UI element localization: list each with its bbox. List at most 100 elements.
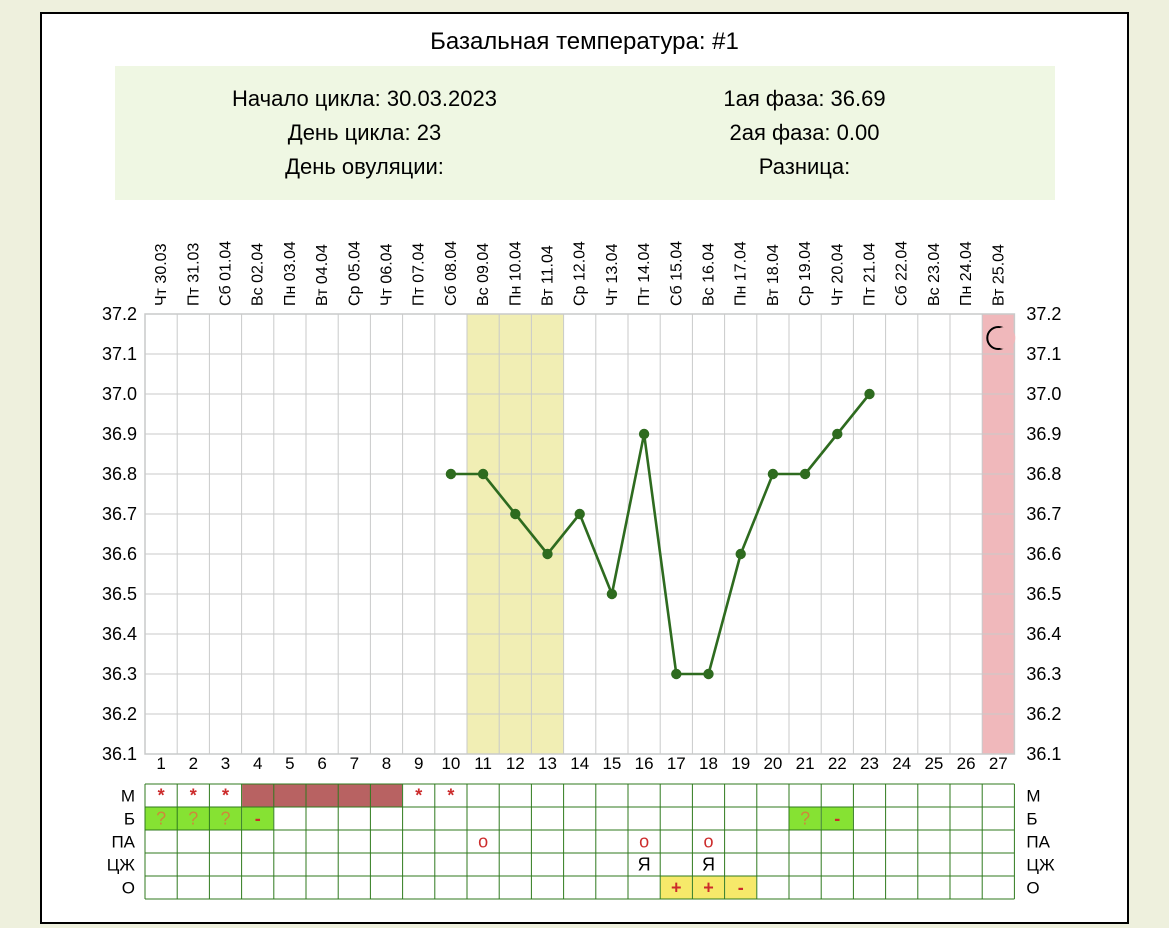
svg-text:?: ?	[156, 809, 166, 829]
svg-text:13: 13	[538, 754, 557, 773]
svg-text:36.9: 36.9	[1026, 424, 1061, 444]
info-diff: Разница:	[585, 150, 1025, 184]
svg-text:Б: Б	[123, 810, 134, 829]
svg-text:2: 2	[188, 754, 197, 773]
svg-text:o: o	[639, 832, 649, 852]
svg-text:Пн 24.04: Пн 24.04	[958, 241, 975, 306]
svg-text:37.1: 37.1	[1026, 344, 1061, 364]
svg-text:37.0: 37.0	[1026, 384, 1061, 404]
svg-text:36.5: 36.5	[101, 584, 136, 604]
svg-text:8: 8	[381, 754, 390, 773]
svg-text:36.3: 36.3	[101, 664, 136, 684]
svg-text:36.8: 36.8	[101, 464, 136, 484]
svg-text:Сб 22.04: Сб 22.04	[893, 241, 910, 306]
svg-text:Чт 06.04: Чт 06.04	[378, 244, 395, 307]
svg-text:ЦЖ: ЦЖ	[106, 856, 135, 875]
svg-text:9: 9	[413, 754, 422, 773]
svg-text:Пт 21.04: Пт 21.04	[861, 243, 878, 306]
bbt-chart-svg: 37.2 37.1 37.0 36.9 36.8 36.7 36.6 36.5 36.4 36.3…	[75, 214, 1095, 914]
svg-text:О: О	[1026, 879, 1039, 898]
svg-text:17: 17	[666, 754, 685, 773]
svg-text:?: ?	[220, 809, 230, 829]
svg-text:1: 1	[156, 754, 165, 773]
svg-text:*: *	[447, 786, 454, 806]
svg-text:18: 18	[699, 754, 718, 773]
svg-text:23: 23	[860, 754, 879, 773]
svg-text:-: -	[737, 878, 743, 898]
svg-text:-: -	[254, 809, 260, 829]
chart-title: Базальная температура: #1	[60, 28, 1109, 56]
svg-text:6: 6	[317, 754, 326, 773]
info-cycle-start: Начало цикла: 30.03.2023	[145, 82, 585, 116]
info-phase2: 2ая фаза: 0.00	[585, 116, 1025, 150]
svg-text:37.0: 37.0	[101, 384, 136, 404]
svg-text:Пт 14.04: Пт 14.04	[636, 243, 653, 306]
svg-text:16: 16	[634, 754, 653, 773]
svg-text:o: o	[478, 832, 488, 852]
svg-text:Пт 07.04: Пт 07.04	[410, 243, 427, 306]
svg-text:Ср 05.04: Ср 05.04	[346, 241, 363, 306]
svg-text:36.4: 36.4	[1026, 624, 1061, 644]
svg-text:ПА: ПА	[111, 833, 135, 852]
grid	[145, 314, 1014, 754]
svg-text:36.7: 36.7	[1026, 504, 1061, 524]
svg-text:27: 27	[988, 754, 1007, 773]
chart-frame: Базальная температура: #1 Начало цикла: …	[40, 12, 1129, 924]
svg-text:М: М	[1026, 787, 1040, 806]
svg-text:14: 14	[570, 754, 589, 773]
svg-text:Пн 10.04: Пн 10.04	[507, 241, 524, 306]
svg-text:36.1: 36.1	[101, 744, 136, 764]
svg-text:-: -	[834, 809, 840, 829]
svg-text:24: 24	[892, 754, 911, 773]
svg-text:37.2: 37.2	[1026, 304, 1061, 324]
svg-text:26: 26	[956, 754, 975, 773]
svg-text:Я: Я	[702, 855, 715, 875]
svg-text:20: 20	[763, 754, 782, 773]
svg-text:36.2: 36.2	[1026, 704, 1061, 724]
svg-text:Вс 09.04: Вс 09.04	[475, 243, 492, 306]
svg-text:+: +	[671, 878, 682, 898]
svg-text:Ср 12.04: Ср 12.04	[571, 241, 588, 306]
svg-text:Вс 02.04: Вс 02.04	[249, 243, 266, 306]
svg-text:Чт 30.03: Чт 30.03	[153, 244, 170, 307]
svg-text:15: 15	[602, 754, 621, 773]
svg-text:19: 19	[731, 754, 750, 773]
cycle-info-box: Начало цикла: 30.03.2023 День цикла: 23 …	[115, 66, 1055, 200]
svg-text:Вт 04.04: Вт 04.04	[314, 244, 331, 306]
svg-text:Ср 19.04: Ср 19.04	[797, 241, 814, 306]
svg-text:10: 10	[441, 754, 460, 773]
svg-text:Чт 13.04: Чт 13.04	[603, 244, 620, 307]
svg-text:36.3: 36.3	[1026, 664, 1061, 684]
svg-text:Сб 08.04: Сб 08.04	[442, 241, 459, 306]
svg-text:?: ?	[800, 809, 810, 829]
svg-text:Вс 16.04: Вс 16.04	[700, 243, 717, 306]
svg-text:Вт 11.04: Вт 11.04	[539, 245, 556, 306]
info-ovulation: День овуляции:	[145, 150, 585, 184]
svg-text:5: 5	[285, 754, 294, 773]
svg-text:+: +	[703, 878, 714, 898]
svg-text:21: 21	[795, 754, 814, 773]
info-phase1: 1ая фаза: 36.69	[585, 82, 1025, 116]
chart-area: 37.2 37.1 37.0 36.9 36.8 36.7 36.6 36.5 36.4 36.3…	[75, 214, 1095, 914]
svg-text:37.1: 37.1	[101, 344, 136, 364]
svg-text:25: 25	[924, 754, 943, 773]
info-right: 1ая фаза: 36.69 2ая фаза: 0.00 Разница:	[585, 82, 1025, 184]
svg-text:*: *	[189, 786, 196, 806]
svg-text:3: 3	[220, 754, 229, 773]
svg-text:О: О	[121, 879, 134, 898]
svg-text:Пн 03.04: Пн 03.04	[281, 241, 298, 306]
svg-text:Чт 20.04: Чт 20.04	[829, 244, 846, 307]
svg-text:?: ?	[188, 809, 198, 829]
svg-text:36.8: 36.8	[1026, 464, 1061, 484]
svg-text:Вс 23.04: Вс 23.04	[925, 243, 942, 306]
info-left: Начало цикла: 30.03.2023 День цикла: 23 …	[145, 82, 585, 184]
svg-text:ЦЖ: ЦЖ	[1026, 856, 1055, 875]
svg-text:36.6: 36.6	[1026, 544, 1061, 564]
svg-text:36.2: 36.2	[101, 704, 136, 724]
svg-text:ПА: ПА	[1026, 833, 1050, 852]
svg-text:12: 12	[505, 754, 524, 773]
bottom-rows: *****???-?-oooЯЯ++-	[145, 784, 1014, 899]
svg-text:36.4: 36.4	[101, 624, 136, 644]
svg-text:36.1: 36.1	[1026, 744, 1061, 764]
svg-text:o: o	[703, 832, 713, 852]
